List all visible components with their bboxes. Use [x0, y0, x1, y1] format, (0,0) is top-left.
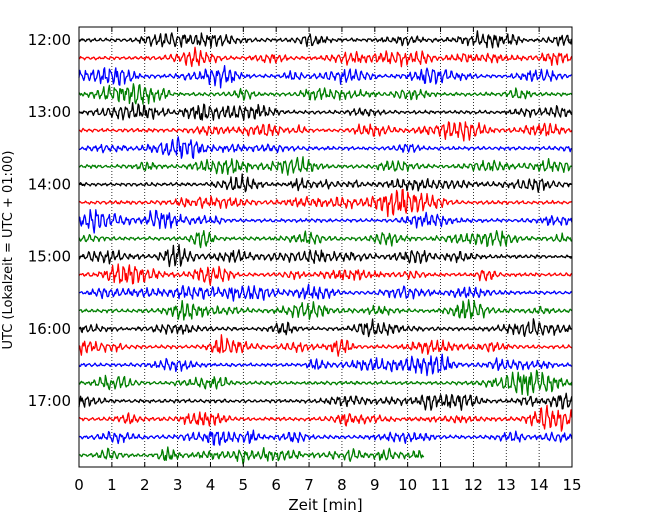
trace-1415 — [78, 188, 573, 218]
trace-1700 — [78, 392, 573, 411]
trace-1400 — [78, 173, 573, 193]
x-axis-label: Zeit [min] — [288, 496, 362, 514]
trace-1645 — [78, 369, 573, 397]
x-tick-label: 1 — [107, 476, 117, 494]
trace-1445 — [78, 229, 573, 249]
x-tick-label: 4 — [206, 476, 216, 494]
trace-1215 — [78, 46, 573, 68]
trace-1345 — [78, 156, 573, 176]
trace-1330 — [78, 136, 572, 159]
trace-1230 — [78, 65, 572, 89]
y-axis-ticks: 12:00 13:00 14:00 15:00 16:00 17:00 — [28, 31, 572, 410]
y-tick-label: 16:00 — [28, 320, 71, 338]
trace-1200 — [78, 30, 573, 49]
x-tick-label: 14 — [530, 476, 549, 494]
y-tick-label: 15:00 — [28, 248, 71, 266]
x-tick-label: 11 — [431, 476, 450, 494]
x-tick-label: 3 — [173, 476, 183, 494]
trace-1730 — [78, 429, 573, 446]
y-axis-label: UTC (Lokalzeit = UTC + 01:00) — [1, 151, 16, 350]
y-tick-label: 14:00 — [28, 175, 71, 193]
x-tick-label: 15 — [562, 476, 581, 494]
x-tick-label: 10 — [398, 476, 417, 494]
trace-1500 — [78, 243, 573, 268]
y-tick-label: 12:00 — [28, 31, 71, 49]
x-tick-label: 9 — [370, 476, 380, 494]
x-tick-label: 2 — [140, 476, 150, 494]
trace-1715 — [78, 404, 573, 432]
trace-1430 — [78, 209, 573, 234]
x-tick-label: 5 — [239, 476, 249, 494]
trace-1530 — [78, 283, 573, 302]
plot-frame — [78, 26, 573, 468]
trace-1245 — [78, 83, 573, 105]
trace-1745 — [78, 446, 425, 465]
x-tick-label: 13 — [497, 476, 516, 494]
trace-1545 — [78, 299, 573, 321]
x-tick-label: 6 — [271, 476, 281, 494]
trace-1600 — [78, 318, 573, 338]
x-tick-label: 7 — [304, 476, 314, 494]
x-axis-ticks: 0 1 2 3 4 5 6 7 8 9 10 11 12 13 14 15 — [74, 27, 582, 494]
x-tick-label: 0 — [74, 476, 84, 494]
trace-1515 — [78, 263, 573, 286]
seismogram-traces — [78, 30, 573, 465]
trace-1630 — [78, 353, 572, 377]
trace-1315 — [78, 121, 573, 142]
x-tick-label: 12 — [464, 476, 483, 494]
x-tick-label: 8 — [337, 476, 347, 494]
grid-lines — [111, 27, 540, 467]
y-tick-label: 13:00 — [28, 103, 71, 121]
trace-1615 — [78, 334, 573, 357]
y-tick-label: 17:00 — [28, 392, 71, 410]
trace-1300 — [78, 102, 573, 121]
